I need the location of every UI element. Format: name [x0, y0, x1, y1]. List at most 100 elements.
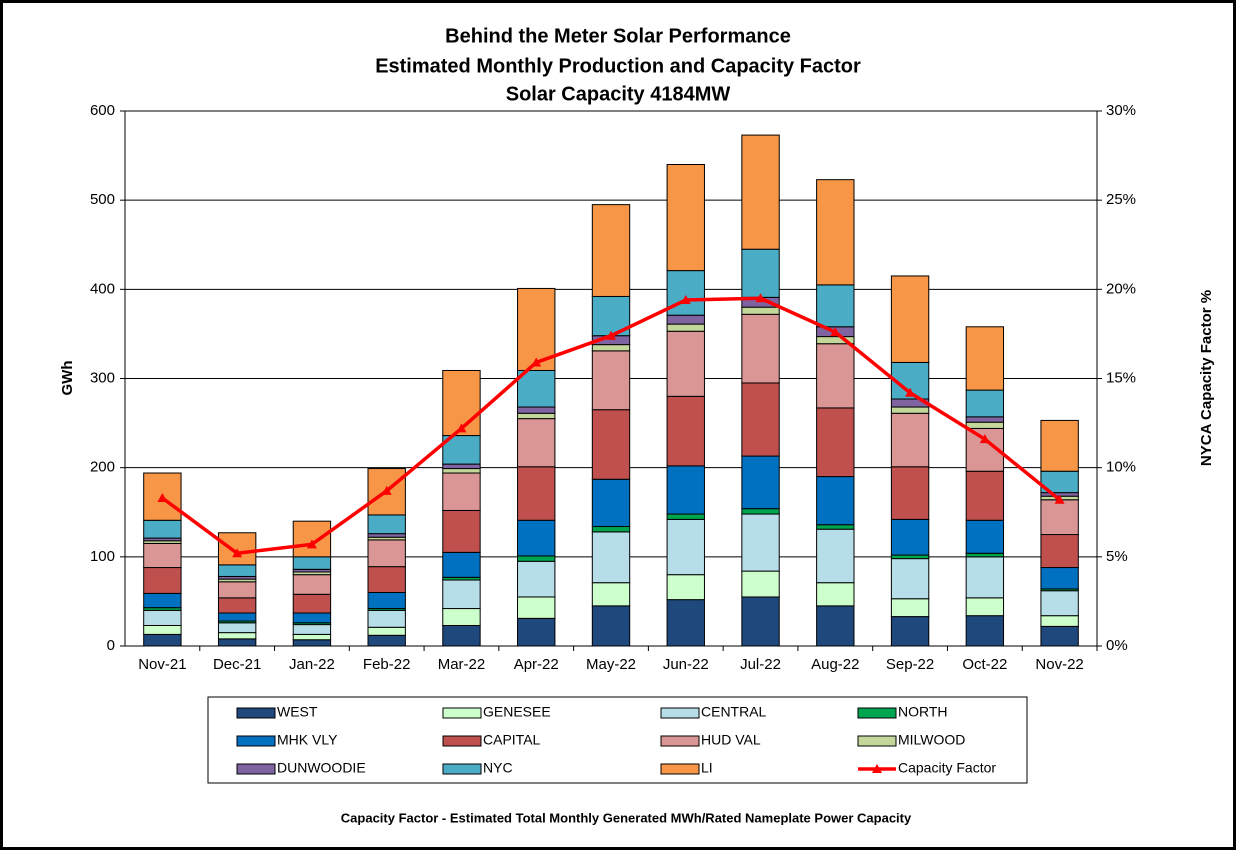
bar-segment — [890, 554, 930, 560]
bar-segment — [666, 465, 705, 515]
x-tick-label: Apr-22 — [514, 656, 559, 673]
bar-segment — [591, 582, 631, 607]
x-tick-label: Aug-22 — [811, 656, 859, 673]
bar-segment — [143, 609, 182, 626]
legend-swatch — [442, 763, 482, 775]
bar-segment — [890, 558, 930, 600]
line-marker — [456, 423, 467, 433]
legend-swatch — [872, 764, 882, 773]
bar-segment — [367, 566, 406, 593]
bar-segment — [143, 567, 182, 594]
y-tick-label: 600 — [90, 102, 115, 119]
line-marker — [232, 548, 243, 558]
title-line: Solar Capacity 4184MW — [506, 83, 731, 105]
bar-segment — [1040, 625, 1079, 647]
legend-swatch — [857, 707, 897, 719]
bar-segment — [890, 412, 930, 468]
bar-segment — [741, 570, 780, 598]
bar-segment — [890, 598, 930, 618]
bar-segment — [367, 609, 406, 628]
y-tick-label: 200 — [90, 459, 115, 476]
line-marker — [381, 485, 392, 495]
bar-segment — [143, 633, 182, 647]
y2-tick-label: 10% — [1106, 459, 1136, 476]
y-tick-label: 400 — [90, 280, 115, 297]
legend-label: MHK VLY — [277, 732, 338, 748]
bar-segment — [666, 314, 705, 325]
y-axis-title: GWh — [59, 361, 76, 396]
legend-swatch — [660, 735, 700, 747]
bar-segment — [442, 608, 481, 626]
legend-swatch — [660, 763, 700, 775]
y-tick-label: 100 — [90, 548, 115, 565]
bar-segment — [816, 582, 855, 607]
legend-swatch — [236, 735, 276, 747]
bar-segment — [292, 556, 332, 570]
bar-segment — [1040, 615, 1079, 627]
legend-swatch — [857, 735, 897, 747]
bar-segment — [292, 624, 332, 635]
bar-segment — [591, 531, 631, 584]
bar-segment — [591, 350, 631, 411]
legend-label: GENESEE — [483, 704, 551, 720]
bar-segment — [965, 326, 1005, 391]
bar-segment — [741, 382, 780, 457]
legend-label: MILWOOD — [898, 732, 965, 748]
bar-segment — [367, 533, 406, 538]
x-tick-label: Nov-22 — [1035, 656, 1083, 673]
legend-swatch — [442, 707, 482, 719]
line-marker — [606, 330, 616, 340]
bar-segment — [442, 579, 481, 610]
legend-label: HUD VAL — [701, 732, 761, 748]
legend-label: CENTRAL — [701, 704, 767, 720]
line-marker — [306, 539, 317, 549]
bar-segment — [143, 592, 182, 609]
legend-label: LI — [701, 760, 713, 776]
bar-segment — [965, 389, 1005, 418]
bar-segment — [666, 574, 705, 601]
line-marker — [157, 492, 168, 502]
bar-segment — [591, 605, 631, 647]
bar-segment — [292, 520, 332, 558]
bar-segment — [816, 407, 855, 478]
bar-segment — [442, 509, 481, 553]
legend-label: CAPITAL — [483, 732, 541, 748]
legend-swatch — [442, 735, 482, 747]
bar-segment — [517, 418, 556, 468]
bar-segment — [591, 409, 631, 480]
bar-segment — [591, 478, 631, 528]
bar-segment — [292, 633, 332, 641]
bar-segment — [292, 574, 332, 595]
x-tick-label: Mar-22 — [438, 656, 486, 673]
bar-segment — [741, 306, 780, 315]
y2-tick-label: 0% — [1106, 637, 1128, 654]
title-line: Estimated Monthly Production and Capacit… — [375, 55, 861, 77]
bar-segment — [890, 466, 930, 520]
legend-label: DUNWOODIE — [277, 760, 366, 776]
bar-segment — [666, 270, 705, 316]
bar-segment — [741, 508, 780, 515]
bar-segment — [217, 612, 257, 622]
y2-tick-label: 30% — [1106, 102, 1136, 119]
bar-segment — [517, 466, 556, 521]
bar-segment — [816, 524, 855, 530]
bar-segment — [217, 564, 257, 577]
bar-segment — [217, 638, 257, 647]
bar-segment — [816, 476, 855, 526]
y-tick-label: 0 — [107, 637, 115, 654]
legend-swatch — [236, 763, 276, 775]
bar-segment — [517, 369, 556, 408]
bar-segment — [1040, 590, 1079, 617]
y-tick-label: 500 — [90, 191, 115, 208]
bar-segment — [741, 596, 780, 647]
bar-segment — [517, 560, 556, 598]
bar-segment — [965, 416, 1005, 423]
y2-axis-title: NYCA Capacity Factor % — [1198, 290, 1215, 466]
bar-segment — [591, 204, 631, 297]
bar-segment — [517, 555, 556, 562]
bar-segment — [965, 552, 1005, 558]
bar-segment — [965, 470, 1005, 521]
bar-segment — [890, 275, 930, 363]
bar-segment — [1040, 534, 1079, 569]
